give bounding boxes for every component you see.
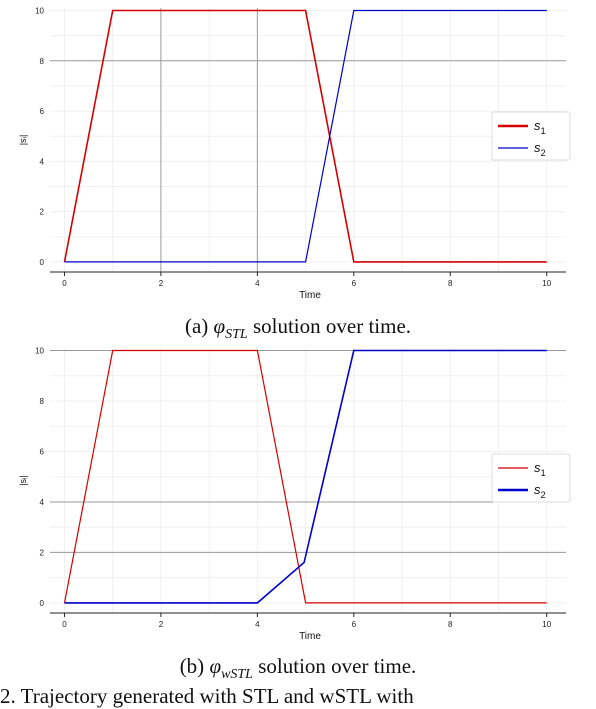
y-tick-label: 6 xyxy=(40,447,45,456)
y-tick-label: 10 xyxy=(35,7,44,16)
x-tick-label: 6 xyxy=(352,620,357,629)
y-tick-label: 6 xyxy=(40,107,45,116)
y-tick-label: 0 xyxy=(40,258,45,267)
x-tick-label: 0 xyxy=(62,620,67,629)
series-line-s2 xyxy=(64,349,547,604)
x-axis-label: Time xyxy=(299,290,321,301)
y-axis-label: |sᵢ| xyxy=(18,475,28,486)
legend-box xyxy=(491,111,571,161)
series-line-s1 xyxy=(63,349,547,604)
x-tick-label: 2 xyxy=(159,279,164,288)
legend-box xyxy=(491,453,571,503)
legend-label-s1: s1 xyxy=(534,118,546,136)
y-tick-label: 2 xyxy=(40,208,45,217)
x-axis-label: Time xyxy=(299,631,321,642)
y-tick-label: 8 xyxy=(40,397,45,406)
x-tick-label: 6 xyxy=(352,279,357,288)
y-axis-label: |sᵢ| xyxy=(18,135,28,146)
x-tick-label: 8 xyxy=(448,620,453,629)
x-tick-label: 0 xyxy=(62,279,67,288)
legend-label-s2: s2 xyxy=(534,482,546,500)
caption-a: (a) φSTL solution over time. xyxy=(184,314,412,343)
x-tick-label: 2 xyxy=(159,620,164,629)
x-tick-label: 4 xyxy=(255,279,260,288)
caption-b: (b) φwSTL solution over time. xyxy=(179,654,417,683)
y-tick-label: 4 xyxy=(40,498,45,507)
series-line-s2 xyxy=(64,9,547,263)
minor-grid xyxy=(50,348,566,613)
y-tick-label: 0 xyxy=(40,599,45,608)
y-tick-label: 4 xyxy=(40,157,45,166)
legend-label-s1: s1 xyxy=(534,460,546,478)
x-tick-label: 10 xyxy=(542,279,551,288)
minor-grid xyxy=(50,8,566,272)
legend-label-s2: s2 xyxy=(534,140,546,158)
x-tick-label: 8 xyxy=(448,279,453,288)
y-tick-label: 10 xyxy=(35,347,44,356)
y-tick-label: 2 xyxy=(40,548,45,557)
figure-caption-partial: 2. Trajectory generated with STL and wST… xyxy=(0,684,414,708)
series-line-s1 xyxy=(63,9,547,263)
x-tick-label: 4 xyxy=(255,620,260,629)
y-tick-label: 8 xyxy=(40,57,45,66)
x-tick-label: 10 xyxy=(542,620,551,629)
